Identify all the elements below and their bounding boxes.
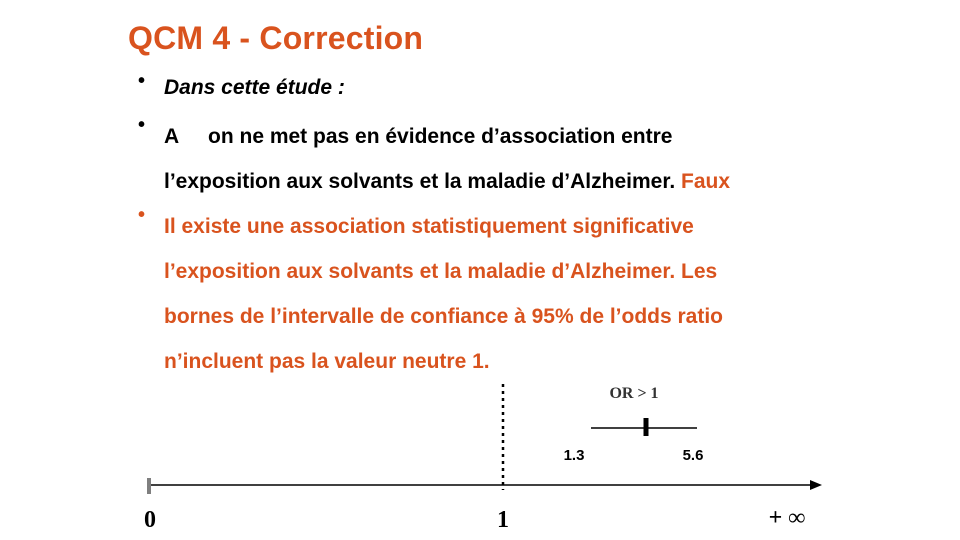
answer-a-text-2: l’exposition aux solvants et la maladie … — [164, 170, 676, 193]
answer-letter: A — [164, 125, 180, 148]
explanation-line-3: bornes de l’intervalle de confiance à 95… — [164, 305, 724, 328]
explanation-line-2: l’exposition aux solvants et la maladie … — [164, 260, 718, 283]
bullet-dot-icon: • — [138, 204, 146, 226]
infinity-label: + ∞ — [769, 505, 806, 531]
bullet-intro: • Dans cette étude : — [138, 70, 938, 106]
answer-a-text-1: on ne met pas en évidence d’association … — [208, 125, 673, 148]
axis-arrow-icon — [810, 480, 822, 490]
explanation-line-1: Il existe une association statistiquemen… — [164, 215, 694, 238]
neutral-value-label: 1 — [497, 507, 509, 533]
ci-upper-label: 5.6 — [683, 447, 704, 464]
ci-title: OR > 1 — [609, 385, 658, 402]
intro-text: Dans cette étude : — [164, 76, 345, 99]
answer-a-line-2: l’exposition aux solvants et la maladie … — [164, 159, 938, 204]
verdict-label: Faux — [681, 170, 731, 193]
page-title: QCM 4 - Correction — [128, 20, 424, 56]
ci-lower-label: 1.3 — [564, 447, 585, 464]
explanation-line-4: n’incluent pas la valeur neutre 1. — [164, 350, 490, 373]
bullet-explanation: • Il existe une association statistiquem… — [138, 204, 938, 384]
bullet-dot-icon: • — [138, 70, 146, 92]
axis-origin-label: 0 — [144, 507, 156, 533]
bullet-dot-icon: • — [138, 114, 146, 136]
